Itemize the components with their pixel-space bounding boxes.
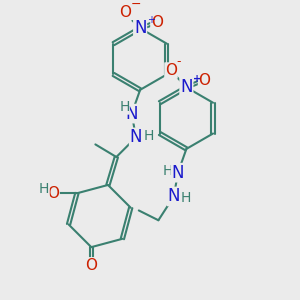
Text: +: + xyxy=(193,74,201,84)
Text: O: O xyxy=(151,15,163,30)
Text: N: N xyxy=(130,128,142,146)
Text: H: H xyxy=(119,100,130,114)
Text: N: N xyxy=(134,19,146,37)
Text: N: N xyxy=(125,105,138,123)
Text: O: O xyxy=(165,63,177,78)
Text: −: − xyxy=(130,0,141,11)
Text: O: O xyxy=(85,258,97,273)
Text: H: H xyxy=(162,164,172,178)
Text: N: N xyxy=(167,188,180,206)
Text: N: N xyxy=(180,78,193,96)
Text: O: O xyxy=(47,186,59,201)
Text: +: + xyxy=(147,15,154,25)
Text: H: H xyxy=(39,182,50,196)
Text: H: H xyxy=(180,191,191,205)
Text: -: - xyxy=(176,56,181,68)
Text: N: N xyxy=(172,164,184,182)
Text: H: H xyxy=(144,129,154,142)
Text: O: O xyxy=(119,5,131,20)
Text: O: O xyxy=(199,73,211,88)
